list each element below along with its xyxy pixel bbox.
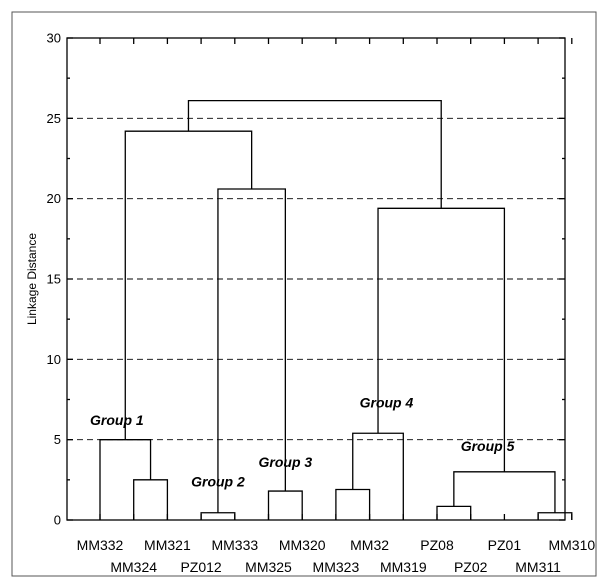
y-tick-label-15: 15 bbox=[47, 272, 61, 287]
dendrogram-links bbox=[99, 100, 573, 520]
leaf-label-PZ02: PZ02 bbox=[454, 559, 488, 575]
dendrogram-link-2 bbox=[99, 439, 152, 520]
leaf-label-MM320: MM320 bbox=[279, 537, 326, 553]
dendrogram-link-13 bbox=[187, 100, 442, 209]
leaf-label-MM32: MM32 bbox=[350, 537, 389, 553]
leaf-labels: MM332 MM321 MM333 MM320 MM32 PZ08 PZ01 MM310 MM3… bbox=[77, 537, 596, 575]
leaf-label-MM332: MM332 bbox=[77, 537, 124, 553]
leaf-label-MM311: MM311 bbox=[515, 559, 561, 575]
y-tick-label-25: 25 bbox=[47, 111, 61, 126]
dendrogram-link-5 bbox=[217, 188, 286, 513]
leaf-label-PZ012: PZ012 bbox=[180, 559, 221, 575]
figure-border bbox=[11, 11, 597, 577]
leaf-label-MM324: MM324 bbox=[110, 559, 157, 575]
y-tick-label-10: 10 bbox=[47, 352, 61, 367]
leaf-label-MM310: MM310 bbox=[548, 537, 595, 553]
y-tick-label-5: 5 bbox=[54, 432, 61, 447]
dendrogram-link-1 bbox=[133, 479, 169, 520]
leaf-label-MM323: MM323 bbox=[313, 559, 360, 575]
grid-layer bbox=[67, 117, 565, 441]
leaf-label-MM321: MM321 bbox=[144, 537, 191, 553]
y-axis-title: Linkage Distance bbox=[25, 233, 39, 325]
dendrogram-link-4 bbox=[267, 490, 303, 520]
group-label-1: Group 1 bbox=[90, 412, 144, 428]
leaf-label-MM319: MM319 bbox=[380, 559, 427, 575]
leaf-label-MM333: MM333 bbox=[211, 537, 258, 553]
group-annotations: Group 1 Group 2 Group 3 Group 4 Group 5 bbox=[90, 395, 515, 490]
y-tick-label-0: 0 bbox=[54, 513, 61, 528]
dendrogram-link-8 bbox=[352, 432, 404, 520]
group-label-2: Group 2 bbox=[191, 473, 245, 489]
group-label-5: Group 5 bbox=[461, 438, 515, 454]
dendrogram-link-9 bbox=[436, 505, 472, 520]
dendrogram-link-7 bbox=[335, 488, 371, 520]
group-label-3: Group 3 bbox=[259, 454, 313, 470]
dendrogram-link-3 bbox=[200, 512, 236, 520]
leaf-label-MM325: MM325 bbox=[245, 559, 292, 575]
leaf-label-PZ08: PZ08 bbox=[420, 537, 454, 553]
dendrogram-link-10 bbox=[537, 512, 573, 520]
dendrogram-link-6 bbox=[124, 130, 253, 440]
group-label-4: Group 4 bbox=[360, 395, 414, 411]
y-tick-label-30: 30 bbox=[47, 31, 61, 46]
leaf-label-PZ01: PZ01 bbox=[488, 537, 522, 553]
y-tick-label-20: 20 bbox=[47, 191, 61, 206]
axis-ticks: 0 5 10 15 20 25 30 bbox=[47, 31, 573, 528]
dendrogram-link-12 bbox=[377, 207, 506, 472]
